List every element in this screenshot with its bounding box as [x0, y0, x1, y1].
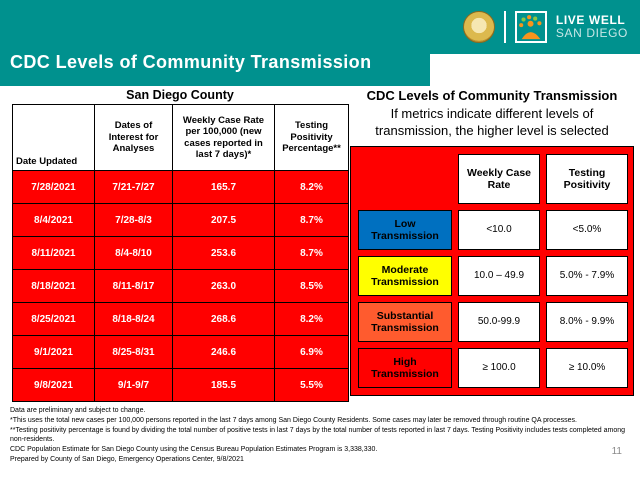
header-bar: CDC Levels of Community Transmission LIV…	[0, 0, 640, 86]
table-cell: 165.7	[172, 170, 275, 204]
footnote: CDC Population Estimate for San Diego Co…	[10, 446, 378, 453]
county-seal-icon	[462, 11, 495, 43]
column-header-dates-of-interest: Dates of Interest for Analyses	[94, 104, 173, 171]
column-header-weekly-case-rate: Weekly Case Rate	[458, 154, 540, 204]
header-notch	[430, 54, 640, 86]
table-cell: 7/28/2021	[12, 170, 95, 204]
page-number: 11	[611, 446, 622, 457]
table-cell: 8.7%	[274, 203, 349, 237]
live-well-line1: LIVE WELL	[555, 13, 626, 27]
table-cell: 185.5	[172, 368, 275, 402]
table-row: 9/8/2021 9/1-9/7 185.5 5.5%	[12, 368, 349, 402]
level-case-rate: <10.0	[458, 210, 540, 250]
level-case-rate: 50.0-99.9	[458, 302, 540, 342]
column-header-testing-positivity: Testing Positivity Percentage**	[274, 104, 349, 171]
table-cell: 8.5%	[274, 269, 349, 303]
table-cell: 7/28-8/3	[94, 203, 173, 237]
table-cell: 8/4/2021	[12, 203, 95, 237]
column-header-date-updated: Date Updated	[12, 104, 95, 171]
column-header-testing-positivity: Testing Positivity	[546, 154, 628, 204]
table-cell: 9/1/2021	[12, 335, 95, 369]
table-cell: 8/25-8/31	[94, 335, 173, 369]
level-label-moderate: Moderate Transmission	[358, 256, 452, 296]
level-positivity: <5.0%	[546, 210, 628, 250]
table-row: 8/11/2021 8/4-8/10 253.6 8.7%	[12, 236, 349, 270]
live-well-wordmark: LIVE WELL SAN DIEGO	[556, 14, 628, 40]
table-cell: 268.6	[172, 302, 275, 336]
table-row: 8/25/2021 8/18-8/24 268.6 8.2%	[12, 302, 349, 336]
page-title: CDC Levels of Community Transmission	[10, 52, 372, 72]
table-row: 8/18/2021 8/11-8/17 263.0 8.5%	[12, 269, 349, 303]
cdc-levels-table: Weekly Case Rate Testing Positivity Low …	[350, 146, 634, 396]
footnotes: Data are preliminary and subject to chan…	[10, 406, 634, 465]
table-cell: 246.6	[172, 335, 275, 369]
table-cell: 8.2%	[274, 170, 349, 204]
table-cell: 8/25/2021	[12, 302, 95, 336]
level-label-high: High Transmission	[358, 348, 452, 388]
level-positivity: 5.0% - 7.9%	[546, 256, 628, 296]
san-diego-county-table: Date Updated Dates of Interest for Analy…	[12, 104, 349, 402]
brand-area: LIVE WELL SAN DIEGO	[462, 10, 628, 44]
brand-divider	[503, 11, 506, 43]
table-cell: 6.9%	[274, 335, 349, 369]
table-cell: 8/18/2021	[12, 269, 95, 303]
footnote: Prepared by County of San Diego, Emergen…	[10, 456, 244, 463]
table-cell: 207.5	[172, 203, 275, 237]
footnote: **Testing positivity percentage is found…	[10, 427, 626, 443]
table-cell: 8/11/2021	[12, 236, 95, 270]
table-cell: 8/18-8/24	[94, 302, 173, 336]
table-row: 7/28/2021 7/21-7/27 165.7 8.2%	[12, 170, 349, 204]
table-cell: 8/11-8/17	[94, 269, 173, 303]
blank-cell	[358, 154, 452, 204]
live-well-logo-icon	[514, 11, 547, 43]
level-positivity: 8.0% - 9.9%	[546, 302, 628, 342]
footnote: Data are preliminary and subject to chan…	[10, 407, 146, 414]
level-positivity: ≥ 10.0%	[546, 348, 628, 388]
table-row: 9/1/2021 8/25-8/31 246.6 6.9%	[12, 335, 349, 369]
column-header-weekly-case-rate: Weekly Case Rate per 100,000 (new cases …	[172, 104, 275, 171]
header-row: Date Updated Dates of Interest for Analy…	[12, 104, 349, 171]
table-cell: 9/8/2021	[12, 368, 95, 402]
table-cell: 8.2%	[274, 302, 349, 336]
table-cell: 263.0	[172, 269, 275, 303]
live-well-line2: SAN DIEGO	[555, 26, 628, 40]
left-table-title: San Diego County	[126, 88, 234, 102]
table-cell: 8.7%	[274, 236, 349, 270]
table-cell: 5.5%	[274, 368, 349, 402]
table-cell: 8/4-8/10	[94, 236, 173, 270]
table-cell: 253.6	[172, 236, 275, 270]
level-case-rate: 10.0 – 49.9	[458, 256, 540, 296]
footnote: *This uses the total new cases per 100,0…	[10, 417, 577, 424]
level-label-substantial: Substantial Transmission	[358, 302, 452, 342]
table-cell: 7/21-7/27	[94, 170, 173, 204]
level-label-low: Low Transmission	[358, 210, 452, 250]
table-cell: 9/1-9/7	[94, 368, 173, 402]
right-panel-title: CDC Levels of Community Transmission	[366, 88, 618, 103]
level-case-rate: ≥ 100.0	[458, 348, 540, 388]
table-row: 8/4/2021 7/28-8/3 207.5 8.7%	[12, 203, 349, 237]
right-panel-subtitle: If metrics indicate different levels of …	[375, 106, 609, 138]
